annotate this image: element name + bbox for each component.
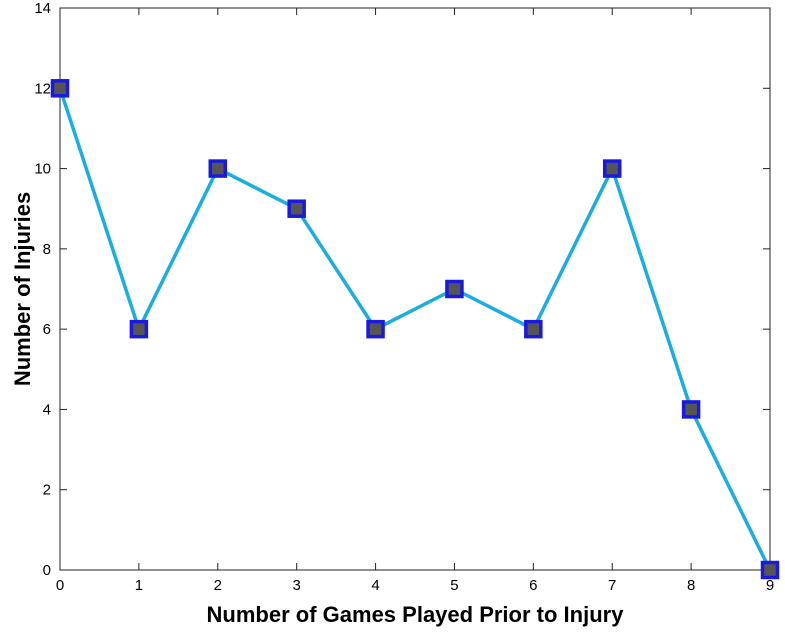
data-point-marker xyxy=(681,400,701,419)
x-tick-label: 3 xyxy=(292,577,300,594)
data-point-marker xyxy=(366,319,385,339)
data-markers xyxy=(50,79,780,580)
series-line xyxy=(58,86,772,572)
x-tick-label: 4 xyxy=(371,577,379,594)
data-point-marker xyxy=(129,319,149,339)
y-tick-label: 2 xyxy=(43,482,51,499)
x-tick-label: 9 xyxy=(766,577,774,594)
x-tick-label: 2 xyxy=(214,577,222,594)
x-tick-label: 1 xyxy=(135,577,143,594)
y-tick-label: 6 xyxy=(43,321,51,338)
data-point-marker xyxy=(287,199,306,218)
y-tick-label: 0 xyxy=(43,562,51,579)
x-tick-label: 5 xyxy=(450,577,458,594)
y-tick-label: 10 xyxy=(34,161,51,178)
y-tick-label: 12 xyxy=(34,80,51,97)
x-tick-label: 0 xyxy=(56,577,64,594)
x-tick-label: 7 xyxy=(608,577,616,594)
data-point-marker xyxy=(760,560,780,580)
data-point-marker xyxy=(50,79,70,98)
plot-frame xyxy=(59,7,771,571)
x-tick-label: 8 xyxy=(687,577,695,594)
data-point-marker xyxy=(524,319,543,339)
y-axis-title: Number of Injuries xyxy=(10,192,35,386)
y-tick-label: 14 xyxy=(34,0,51,17)
data-point-marker xyxy=(445,279,464,299)
x-tick-label: 6 xyxy=(529,577,537,594)
y-tick-label: 4 xyxy=(43,401,51,418)
x-axis-title: Number of Games Played Prior to Injury xyxy=(207,602,625,627)
y-tick-label: 8 xyxy=(43,241,51,258)
data-point-marker xyxy=(602,159,622,178)
data-point-marker xyxy=(208,159,228,178)
